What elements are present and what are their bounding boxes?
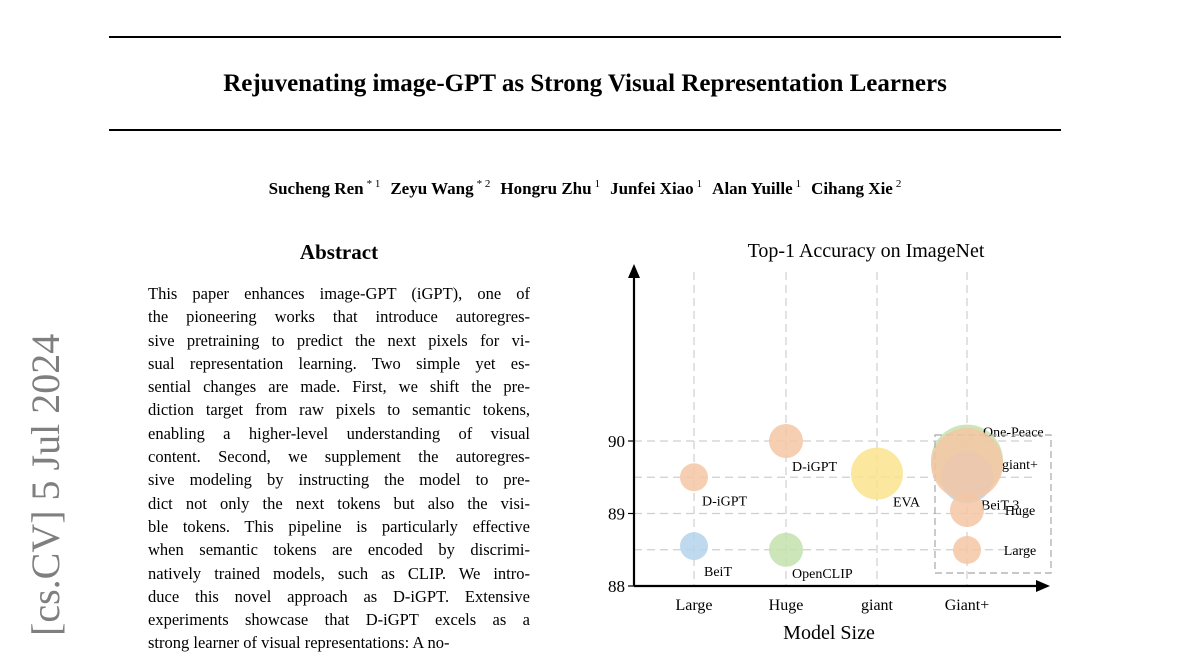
top-rule <box>109 36 1061 38</box>
abstract-line: sive pretraining to predict the next pix… <box>148 330 530 350</box>
accuracy-chart: Top-1 Accuracy on ImageNet 88 89 90 Large Hu… <box>608 240 1052 644</box>
abstract-line: diction target from raw pixels to semant… <box>148 400 530 420</box>
author-affiliation-mark: 1 <box>696 178 703 190</box>
abstract-line: content. Second, we supplement the autor… <box>148 447 530 467</box>
y-axis-arrow <box>628 264 640 278</box>
author-3: Junfei Xiao 1 <box>610 178 703 198</box>
legend-marker <box>953 536 981 564</box>
author-affiliation-mark: 1 <box>594 178 601 190</box>
abstract-line: sive modeling by instructing the model t… <box>148 470 530 490</box>
data-point <box>680 532 708 561</box>
x-tick-label: Giant+ <box>945 597 990 614</box>
abstract-line: ble tokens. This pipeline is particularl… <box>148 516 530 536</box>
author-name: Sucheng Ren <box>268 178 364 198</box>
x-tick-label: Huge <box>769 597 804 614</box>
arxiv-stamp: [cs.CV] 5 Jul 2024 <box>23 333 68 636</box>
paper-title: Rejuvenating image-GPT as Strong Visual … <box>223 70 947 97</box>
author-2: Hongru Zhu 1 <box>500 178 601 198</box>
x-axis-label: Model Size <box>783 622 875 644</box>
abstract-line: sential changes are made. First, we shif… <box>148 377 530 397</box>
data-point <box>769 532 803 567</box>
author-affiliation-mark: * 1 <box>366 178 381 190</box>
data-point <box>769 424 803 458</box>
data-point <box>680 463 708 492</box>
y-tick-label: 90 <box>608 432 625 451</box>
abstract-heading: Abstract <box>299 240 379 264</box>
abstract-line: experiments showcase that D-iGPT excels … <box>148 610 530 630</box>
data-point <box>851 447 903 500</box>
chart-title: Top-1 Accuracy on ImageNet <box>748 240 985 262</box>
y-tick-label: 89 <box>608 505 625 524</box>
data-point-label: D-iGPT <box>702 494 748 509</box>
legend-marker <box>931 428 1003 500</box>
author-name: Cihang Xie <box>811 178 893 198</box>
data-point-label: OpenCLIP <box>792 567 853 582</box>
data-point-label: One-Peace <box>983 426 1044 441</box>
abstract-body: This paper enhances image-GPT (iGPT), on… <box>148 282 530 655</box>
x-tick-label: Large <box>675 597 712 614</box>
legend-box <box>934 434 1052 574</box>
abstract-line: dict not only the next tokens but also t… <box>148 493 530 513</box>
axes-layer: 88 89 90 Large Huge giant Giant+ <box>608 264 1050 614</box>
author-name: Zeyu Wang <box>390 178 474 198</box>
abstract-line: when semantic tokens are encoded by disc… <box>148 540 530 560</box>
abstract-line: strong learner of visual representations… <box>148 633 450 653</box>
author-affiliation-mark: 2 <box>895 178 902 190</box>
author-affiliation-mark: 1 <box>795 178 802 190</box>
data-point-label: BeiT-3 <box>981 498 1019 513</box>
x-tick-label: giant <box>861 597 894 614</box>
legend-marker <box>950 493 984 527</box>
y-tick-label: 88 <box>608 577 625 596</box>
author-0: Sucheng Ren * 1 <box>268 178 381 198</box>
legend-label: giant+ <box>1002 458 1038 473</box>
abstract-line: This paper enhances image-GPT (iGPT), on… <box>148 284 530 303</box>
author-name: Junfei Xiao <box>610 178 694 198</box>
abstract-line: sual representation learning. Two simple… <box>148 353 530 373</box>
author-4: Alan Yuille 1 <box>712 178 802 198</box>
abstract-line: the pioneering works that introduce auto… <box>148 307 530 327</box>
title-bottom-rule <box>109 129 1061 131</box>
abstract-line: enabling a higher-level understanding of… <box>148 423 530 443</box>
data-point-label: BeiT <box>704 565 732 580</box>
abstract-line: duce this novel approach as D-iGPT. Exte… <box>148 586 530 606</box>
legend-label: Huge <box>1005 504 1035 519</box>
author-affiliation-mark: * 2 <box>476 178 491 190</box>
author-list: Sucheng Ren * 1 Zeyu Wang * 2 Hongru Zhu 1 Jun… <box>109 172 1061 201</box>
data-point-label: D-iGPT <box>792 460 838 475</box>
author-5: Cihang Xie 2 <box>811 178 902 198</box>
x-axis-arrow <box>1036 580 1050 592</box>
author-name: Hongru Zhu <box>500 178 592 198</box>
data-point-label: EVA <box>893 496 921 511</box>
legend-label: Large <box>1004 544 1036 559</box>
legend-layer: giant+ Huge Large <box>931 428 1052 574</box>
author-name: Alan Yuille <box>712 178 793 198</box>
author-1: Zeyu Wang * 2 <box>390 178 491 198</box>
abstract-line: natively trained models, such as CLIP. W… <box>148 563 530 583</box>
